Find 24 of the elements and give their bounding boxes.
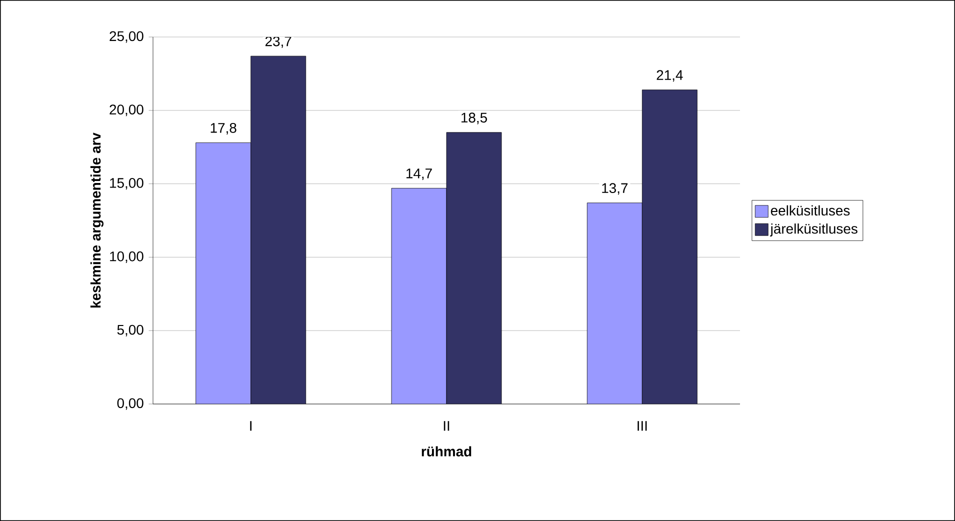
y-tick-label: 15,00 <box>110 178 144 190</box>
y-axis-title: keskmine argumentide arv <box>90 132 104 308</box>
bar <box>392 188 447 404</box>
bar <box>196 142 251 404</box>
data-label: 13,7 <box>602 183 628 195</box>
bar <box>586 202 642 404</box>
legend-label: eelküsitluses <box>770 205 850 216</box>
bar <box>250 56 306 404</box>
y-tick-label: 10,00 <box>110 251 144 263</box>
data-label: 18,5 <box>461 112 487 124</box>
bar <box>446 132 502 404</box>
legend-label: järelküsitluses <box>770 223 858 236</box>
x-tick-label: I <box>250 421 252 431</box>
x-tick-label: II <box>444 421 450 431</box>
data-label: 17,8 <box>210 122 236 134</box>
y-tick-label: 20,00 <box>110 104 144 116</box>
y-tick-label: 5,00 <box>117 324 144 336</box>
data-label: 14,7 <box>406 168 432 180</box>
y-tick-label: 0,00 <box>117 398 144 410</box>
bar <box>642 90 698 404</box>
x-axis-title: rühmad <box>422 446 472 456</box>
x-tick-label: III <box>638 421 647 431</box>
data-label: 21,4 <box>656 70 683 82</box>
y-tick-label: 25,00 <box>110 31 144 43</box>
